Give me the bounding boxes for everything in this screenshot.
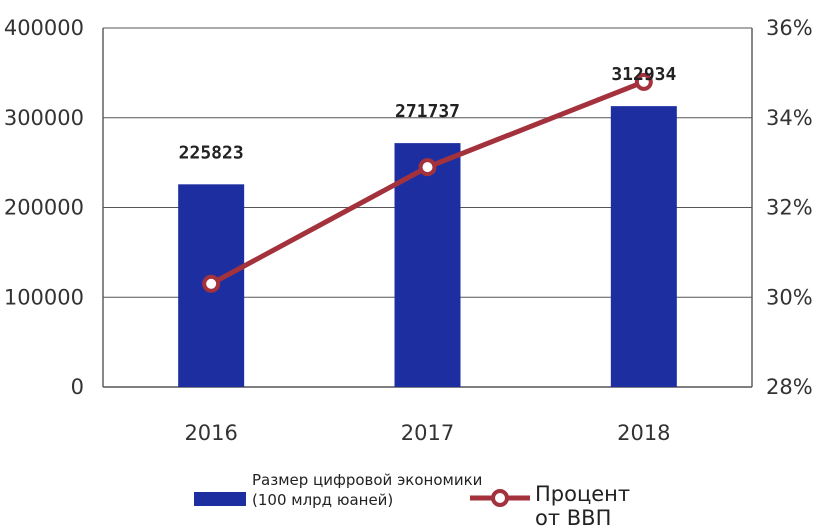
y-right-tick-label: 32% bbox=[766, 196, 813, 220]
y-right-tick-label: 30% bbox=[766, 285, 813, 309]
bar-data-label: 312934 bbox=[611, 64, 676, 85]
legend-bar-label-line-2: (100 млрд юаней) bbox=[252, 490, 492, 510]
legend-line-label: Процент от ВВП bbox=[535, 482, 630, 530]
y-left-tick-label: 400000 bbox=[4, 16, 84, 40]
bar-data-label: 225823 bbox=[179, 142, 244, 163]
y-left-tick-label: 0 bbox=[71, 375, 84, 399]
line-point bbox=[204, 277, 218, 291]
x-tick-label: 2017 bbox=[401, 421, 454, 445]
y-right-tick-label: 36% bbox=[766, 16, 813, 40]
x-tick-label: 2018 bbox=[617, 421, 670, 445]
bar-data-label: 271737 bbox=[395, 101, 460, 122]
y-right-tick-label: 28% bbox=[766, 375, 813, 399]
y-left-tick-label: 300000 bbox=[4, 106, 84, 130]
y-right-tick-label: 34% bbox=[766, 106, 813, 130]
legend-bar-label-line-1: Размер цифровой экономики bbox=[252, 470, 492, 490]
bar-series bbox=[178, 106, 677, 387]
legend-line-swatch bbox=[468, 487, 532, 509]
bar bbox=[611, 106, 677, 387]
legend-bar-swatch bbox=[194, 492, 246, 506]
legend-bar-label: Размер цифровой экономики (100 млрд юане… bbox=[252, 470, 492, 510]
y-left-tick-label: 100000 bbox=[4, 285, 84, 309]
x-tick-label: 2016 bbox=[184, 421, 237, 445]
y-left-tick-label: 200000 bbox=[4, 196, 84, 220]
line-point bbox=[421, 160, 435, 174]
